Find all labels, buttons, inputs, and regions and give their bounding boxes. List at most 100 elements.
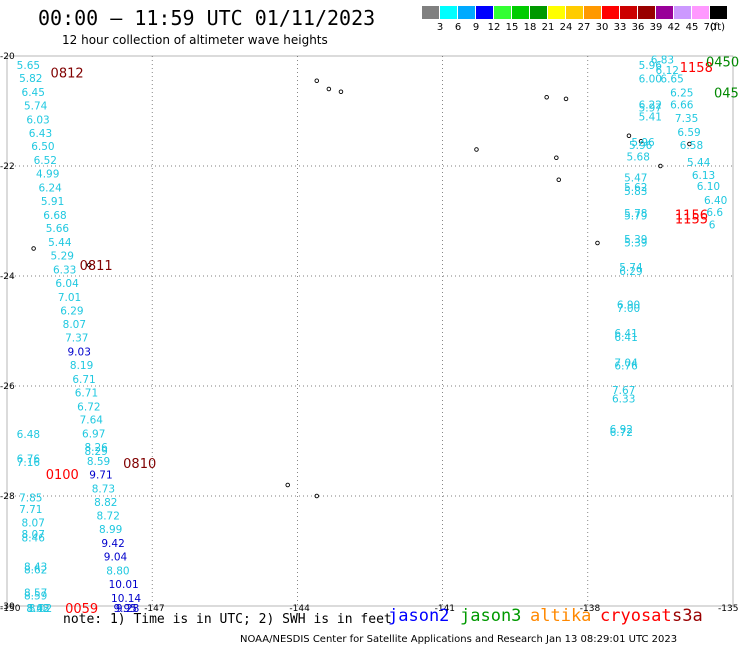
wave-height-value: 8.80 bbox=[106, 565, 129, 577]
wave-height-value: 6.43 bbox=[29, 128, 52, 140]
wave-height-value: 5.96 bbox=[629, 140, 653, 152]
wave-height-value: 9.03 bbox=[68, 346, 91, 358]
lat-tick-label: -30 bbox=[0, 602, 15, 612]
satellite-jason2: jason2 bbox=[388, 606, 450, 626]
island-marker bbox=[687, 141, 692, 147]
wave-height-value: 9.95 bbox=[113, 603, 136, 615]
wave-height-value: 6.25 bbox=[670, 87, 693, 99]
wave-height-value: 6.58 bbox=[680, 140, 703, 152]
wave-height-value: 6.29 bbox=[60, 306, 83, 318]
map-frame bbox=[6, 55, 734, 607]
map-islands bbox=[31, 78, 692, 499]
wave-height-value: 10.01 bbox=[109, 579, 139, 591]
wave-height-value: 6.83 bbox=[651, 54, 674, 66]
island-marker bbox=[626, 133, 632, 138]
wave-height-value: 5.96 bbox=[631, 137, 655, 149]
island-marker bbox=[314, 78, 320, 83]
legend-swatch bbox=[458, 6, 475, 19]
wave-height-value: 8.19 bbox=[70, 360, 93, 372]
wave-height-value: 6.65 bbox=[660, 74, 683, 86]
legend-swatch bbox=[692, 6, 709, 19]
wave-height-value: 6.90 bbox=[617, 300, 640, 312]
legend-label: 39 bbox=[649, 22, 663, 33]
wave-height-value: 7.04 bbox=[614, 357, 638, 369]
wave-height-value: 5.91 bbox=[41, 196, 64, 208]
legend-label: 12 bbox=[487, 22, 501, 33]
legend-swatch bbox=[530, 6, 547, 19]
island-marker bbox=[285, 482, 290, 488]
legend-label: 3 bbox=[436, 22, 444, 33]
wave-height-value: 6.13 bbox=[692, 170, 715, 182]
legend-label: 70 bbox=[703, 22, 717, 33]
pass-time-label: 0100 bbox=[46, 468, 79, 483]
wave-height-value: 7.64 bbox=[80, 415, 104, 427]
wave-height-value: 6.72 bbox=[610, 427, 633, 439]
legend-label: 42 bbox=[667, 22, 681, 33]
wave-height-value: 6.12 bbox=[656, 65, 679, 77]
pass-time-label: 0059 bbox=[65, 602, 98, 617]
legend-swatch bbox=[566, 6, 583, 19]
pass-time-label: 0812 bbox=[51, 67, 84, 82]
island-marker bbox=[31, 246, 36, 251]
island-marker bbox=[595, 240, 600, 246]
satellite-s3a: s3a bbox=[672, 606, 703, 626]
island-marker bbox=[556, 177, 562, 182]
wave-height-value: 5.74 bbox=[619, 262, 643, 274]
lon-tick-label: -138 bbox=[580, 604, 601, 614]
wave-height-value: 6.50 bbox=[31, 141, 54, 153]
wave-height-value: 9.28 bbox=[116, 603, 139, 615]
legend-label: 9 bbox=[472, 22, 480, 33]
island-marker bbox=[658, 163, 663, 169]
wave-height-value: 6.41 bbox=[614, 328, 637, 340]
legend-label: 27 bbox=[577, 22, 591, 33]
wave-height-value: 5.62 bbox=[624, 182, 647, 194]
wave-height-value: 5.96 bbox=[639, 60, 663, 72]
wave-height-value: 7.71 bbox=[19, 504, 42, 516]
wave-height-value: 8.99 bbox=[99, 524, 122, 536]
wave-height-value: 6.22 bbox=[639, 99, 662, 111]
wave-height-value: 8.59 bbox=[87, 456, 110, 468]
island-marker bbox=[554, 155, 559, 160]
lat-tick-label: -28 bbox=[0, 492, 15, 502]
wave-height-value: 8.07 bbox=[22, 517, 45, 529]
page-subtitle: 12 hour collection of altimeter wave hei… bbox=[62, 33, 328, 47]
wave-height-value: 6.59 bbox=[677, 127, 700, 139]
wave-height-value: 8.43 bbox=[26, 603, 49, 615]
wave-height-value: 6.24 bbox=[38, 182, 62, 194]
pass-time-label: 0811 bbox=[80, 259, 113, 274]
wave-height-value: 5.65 bbox=[17, 60, 40, 72]
island-marker bbox=[87, 262, 92, 268]
legend-label: 18 bbox=[523, 22, 537, 33]
legend-swatch bbox=[674, 6, 691, 19]
map-axis-ticks: -150 -147 -144 -141 -138 -135 -20 -22 -24 -26 -28 -… bbox=[0, 52, 738, 614]
wave-height-value: 9.04 bbox=[104, 552, 128, 564]
wave-height-value: 6 bbox=[709, 219, 716, 231]
wave-height-value: 5.97 bbox=[639, 103, 662, 115]
legend-label: 15 bbox=[505, 22, 519, 33]
pass-time-label: 1155 bbox=[675, 212, 708, 227]
wave-height-value: 6.29 bbox=[619, 266, 642, 278]
wave-height-value: 6.92 bbox=[610, 424, 633, 436]
lon-tick-label: -150 bbox=[0, 604, 21, 614]
wave-height-value: 6.33 bbox=[612, 394, 635, 406]
wave-height-value: 8.46 bbox=[22, 532, 46, 544]
wave-height-value: 6.40 bbox=[704, 195, 727, 207]
legend-swatch bbox=[656, 6, 673, 19]
wave-height-value: 8.82 bbox=[94, 497, 117, 509]
wave-height-value: 5.39 bbox=[624, 234, 647, 246]
wave-height-value: 5.74 bbox=[24, 101, 48, 113]
legend-swatch bbox=[620, 6, 637, 19]
pass-time-label: 1158 bbox=[680, 61, 713, 76]
wave-height-value: 8.07 bbox=[22, 529, 45, 541]
legend-label: 24 bbox=[559, 22, 573, 33]
wave-height-value: 5.39 bbox=[624, 237, 647, 249]
lon-tick-label: -135 bbox=[718, 604, 738, 614]
wave-height-value: 8.29 bbox=[84, 446, 107, 458]
wave-height-value: 6.41 bbox=[614, 332, 637, 344]
island-marker bbox=[474, 147, 479, 152]
legend-label: 45 bbox=[685, 22, 699, 33]
wave-height-value: 8.07 bbox=[63, 319, 86, 331]
wave-height-value: 9.42 bbox=[101, 538, 124, 550]
wave-height-value: 6.04 bbox=[55, 278, 79, 290]
